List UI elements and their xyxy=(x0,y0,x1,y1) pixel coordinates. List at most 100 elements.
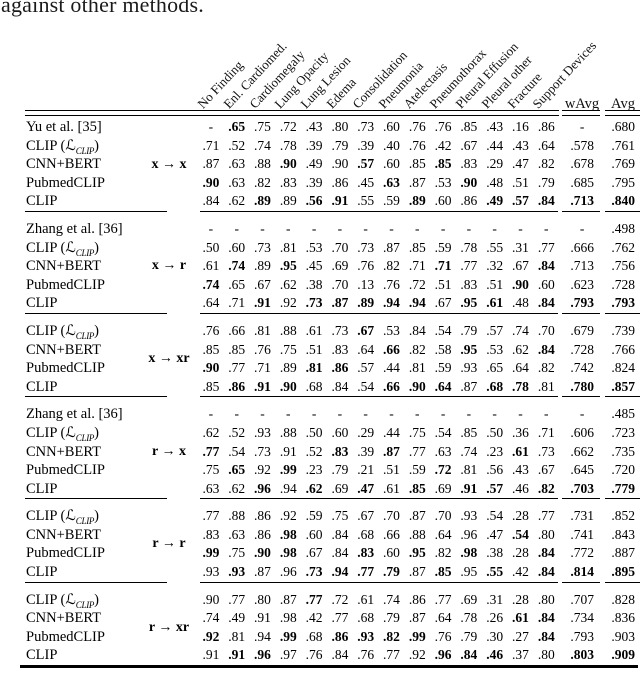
value-cell: .91 xyxy=(228,647,246,663)
value-cell: .77 xyxy=(537,239,555,255)
value-cell: .73 xyxy=(537,443,555,459)
value-cell: .70 xyxy=(434,508,452,524)
value-cell: - xyxy=(234,406,239,422)
setting-column-spacer xyxy=(146,220,198,239)
value-cell: .70 xyxy=(331,276,349,292)
table-row: CLIP (ℒCLIP) .76 .66 .81 .88 .61 .73 .67 .53 .84.… xyxy=(0,322,640,341)
value-cell: .93 xyxy=(202,564,220,580)
value-cell: .27 xyxy=(512,628,529,644)
value-cell: .53 xyxy=(383,322,400,338)
value-cell: .87 xyxy=(383,239,400,255)
value-cell: .96 xyxy=(279,564,297,580)
value-cell: .89 xyxy=(279,193,297,209)
subscript: CLIP xyxy=(75,599,95,610)
value-cell: .65 xyxy=(228,462,246,478)
wavg-cell: - xyxy=(579,406,585,422)
value-cell: - xyxy=(415,406,420,422)
value-cell: .81 xyxy=(305,360,323,376)
value-cell: .74 xyxy=(460,443,478,459)
table-row: CNN+BERT .61 .74 .89 .95 .45 .69 .76 .82 .71 .71 .7… xyxy=(0,257,640,276)
avg-cell: .769 xyxy=(611,156,635,172)
value-cell: - xyxy=(389,220,394,236)
avg-cell: .779 xyxy=(611,480,635,496)
value-cell: .88 xyxy=(228,508,246,524)
value-cell: .39 xyxy=(357,137,375,153)
value-cell: .63 xyxy=(434,443,452,459)
value-cell: - xyxy=(208,220,214,236)
wavg-cell: .742 xyxy=(570,360,594,376)
subscript: CLIP xyxy=(75,145,95,156)
value-cell: .90 xyxy=(408,378,426,394)
value-cell: - xyxy=(466,220,472,236)
value-cell: .53 xyxy=(434,174,452,190)
value-cell: .90 xyxy=(331,156,349,172)
value-cell: .52 xyxy=(305,443,323,459)
value-cell: .64 xyxy=(202,295,220,311)
value-cell: .78 xyxy=(512,378,529,394)
avg-cell: .756 xyxy=(611,258,635,274)
value-cell: .89 xyxy=(279,360,297,376)
value-cell: .89 xyxy=(254,258,271,274)
value-cell: .63 xyxy=(228,156,246,172)
value-cell: .28 xyxy=(512,508,529,524)
value-cell: .79 xyxy=(331,137,349,153)
value-cell: .83 xyxy=(279,174,297,190)
value-cell: .68 xyxy=(357,610,375,626)
value-cell: .42 xyxy=(434,137,452,153)
value-cell: .77 xyxy=(434,591,452,607)
value-cell: .45 xyxy=(357,174,375,190)
avg-cell: .766 xyxy=(611,341,635,357)
method-label: CLIP xyxy=(26,480,58,497)
value-cell: - xyxy=(492,406,497,422)
value-cell: .26 xyxy=(486,610,504,626)
value-cell: .75 xyxy=(254,119,271,134)
value-cell: .91 xyxy=(202,647,220,663)
value-cell: .50 xyxy=(305,424,323,440)
value-cell: .91 xyxy=(331,193,349,209)
value-cell: .84 xyxy=(537,564,555,580)
value-cell: .84 xyxy=(537,341,555,357)
value-cell: .95 xyxy=(460,295,478,311)
value-cell: .80 xyxy=(537,526,555,542)
value-cell: .87 xyxy=(331,295,349,311)
rule xyxy=(605,498,640,500)
table-row: CLIP .64 .71 .91 .92 .73 .87 .89 .94 .94 .67 .95 .61… xyxy=(0,294,640,313)
value-cell: .80 xyxy=(537,647,555,663)
value-cell: .67 xyxy=(357,322,375,338)
setting-column-spacer xyxy=(146,646,198,665)
value-cell: .67 xyxy=(537,462,555,478)
value-cell: .87 xyxy=(383,443,400,459)
value-cell: - xyxy=(286,406,291,422)
method-group: Yu et al. [35] - .65.75.72.43.80.73.60.76.… xyxy=(0,118,640,211)
value-cell: .39 xyxy=(305,174,323,190)
value-cell: .84 xyxy=(331,545,349,561)
value-cell: .92 xyxy=(279,508,297,524)
rule xyxy=(20,665,638,669)
setting-column-spacer xyxy=(146,137,198,156)
rule xyxy=(25,312,167,314)
value-cell: .81 xyxy=(408,360,426,376)
setting-column-spacer xyxy=(146,405,198,424)
value-cell: .54 xyxy=(228,443,246,459)
wavg-cell: .623 xyxy=(570,276,594,292)
method-group: CLIP (ℒCLIP) .77 .88 .86 .92 .59 .75 .67 .70 .87.… xyxy=(0,507,640,581)
value-cell: .97 xyxy=(279,647,297,663)
value-cell: .31 xyxy=(486,591,504,607)
value-cell: .90 xyxy=(202,591,220,607)
value-cell: .29 xyxy=(486,156,504,172)
value-cell: .54 xyxy=(486,508,504,524)
value-cell: - xyxy=(208,119,214,134)
value-cell: .83 xyxy=(357,545,375,561)
value-cell: .28 xyxy=(512,591,529,607)
value-cell: .47 xyxy=(512,156,529,172)
value-cell: .54 xyxy=(357,378,375,394)
value-cell: .84 xyxy=(537,628,555,644)
value-cell: - xyxy=(208,406,214,422)
value-cell: .88 xyxy=(254,156,271,172)
value-cell: .47 xyxy=(357,480,375,496)
value-cell: .76 xyxy=(434,119,452,134)
avg-cell: .762 xyxy=(611,239,635,255)
value-cell: .65 xyxy=(228,276,246,292)
table-row: CLIP (ℒCLIP) .77 .88 .86 .92 .59 .75 .67 .70 .87.… xyxy=(0,507,640,526)
value-cell: .54 xyxy=(434,322,452,338)
